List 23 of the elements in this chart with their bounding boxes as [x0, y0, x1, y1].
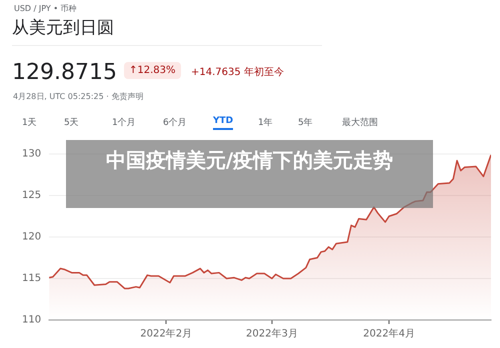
- caption-banner: 中国疫情美元/疫情下的美元走势: [66, 140, 433, 208]
- text: 6个月: [163, 116, 187, 130]
- text: 5年: [298, 116, 313, 130]
- text: 最大范围: [342, 116, 378, 130]
- y-tick-label: 125: [22, 190, 42, 202]
- y-tick-label: 110: [22, 314, 42, 326]
- y-tick-label: 115: [22, 273, 42, 284]
- chart-title: 从美元到日圆: [12, 17, 114, 39]
- text: 5天: [64, 117, 79, 130]
- chart-subtitle: USD / JPY • 币种: [14, 3, 77, 14]
- text: ↑12.83%: [124, 62, 181, 79]
- text: +14.7635 年初至今: [191, 66, 284, 79]
- text: 1年: [258, 116, 273, 130]
- x-tick-label: 2022年3月: [246, 328, 298, 340]
- x-tick-label: 2022年4月: [363, 328, 415, 340]
- text: YTD: [213, 116, 234, 130]
- x-tick-label: 2022年2月: [140, 328, 192, 340]
- y-tick-label: 130: [22, 148, 42, 160]
- text: 4月28日, UTC 05:25:25 · 免责声明: [13, 91, 144, 102]
- text: 1天: [22, 117, 37, 130]
- text: 129.8715: [12, 60, 117, 85]
- y-tick-label: 120: [22, 232, 42, 243]
- text: 1个月: [112, 116, 136, 130]
